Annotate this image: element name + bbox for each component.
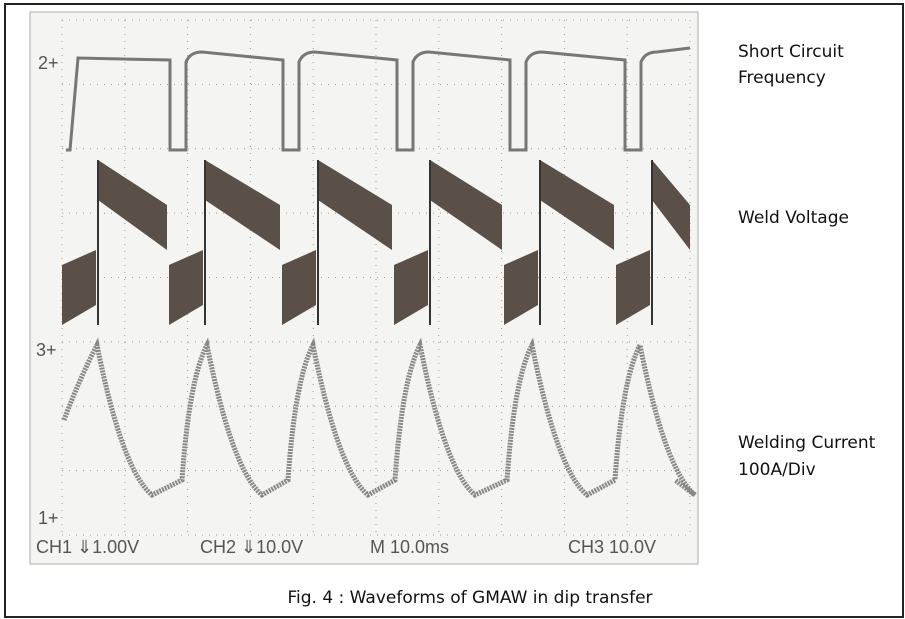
page: 2+ 3+ 1+ CH1 ⇓1.00V CH2 ⇓10.0V M 10.0ms …	[0, 0, 905, 619]
label: 100A/Div	[738, 460, 816, 480]
channel-marker: 2+	[38, 53, 59, 73]
label: Weld Voltage	[738, 208, 849, 228]
caption: Fig. 4 : Waveforms of GMAW in dip transf…	[287, 588, 652, 608]
scope-screen	[30, 12, 698, 564]
scope-readout: CH3 10.0V	[568, 537, 656, 557]
label: Short Circuit	[738, 42, 844, 62]
channel-marker: 3+	[36, 340, 57, 360]
scope-readout: CH1 ⇓1.00V	[36, 537, 139, 557]
label: Welding Current	[738, 433, 876, 453]
scope-readout: M 10.0ms	[370, 537, 449, 557]
scope-readout: CH2 ⇓10.0V	[200, 537, 303, 557]
figure: 2+ 3+ 1+ CH1 ⇓1.00V CH2 ⇓10.0V M 10.0ms …	[0, 0, 905, 619]
label: Frequency	[738, 68, 826, 88]
channel-marker: 1+	[38, 508, 59, 528]
